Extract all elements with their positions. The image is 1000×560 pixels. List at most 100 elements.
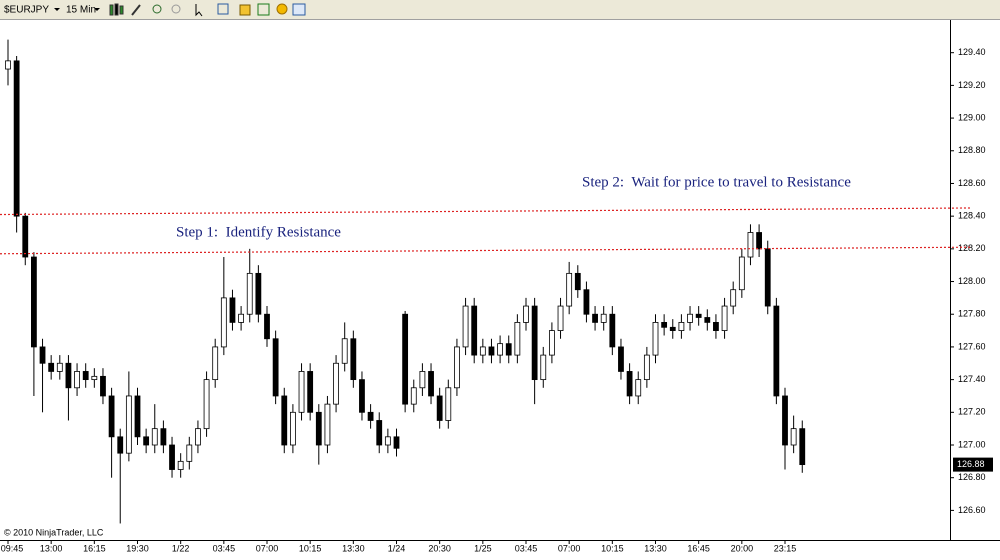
candle-body [186,444,193,462]
candle-body [91,375,98,381]
candle-body [212,346,219,381]
candle-body [618,346,624,372]
candle-body [117,436,124,454]
interval[interactable]: 15 Min [66,5,96,16]
candle-body [531,305,538,381]
candle-body [799,428,806,466]
x-tick-label: 1/22 [172,543,190,553]
credit: © 2010 NinjaTrader, LLC [4,527,104,537]
candle-body [661,322,668,328]
candle-body [315,411,322,446]
candle-body [65,362,72,389]
instrument[interactable]: $EURJPY [4,5,49,16]
x-tick-label: 13:00 [40,543,63,553]
candle-body [22,215,29,258]
candle-body [704,317,711,323]
candle-body [281,395,288,446]
resistance-line [0,207,971,216]
y-tick-label: 127.00 [958,439,986,449]
candle-body [747,232,754,258]
x-tick-label: 03:45 [515,543,538,553]
candle-body [643,354,650,381]
candle-body [384,436,391,446]
candle-body [48,362,55,372]
candle-body [402,313,409,405]
candle-body [609,313,616,348]
toolbar-icons[interactable] [109,3,306,17]
x-tick-label: 16:45 [687,543,710,553]
x-tick-label: 16:15 [83,543,106,553]
candle-body [419,371,426,389]
candle-body [151,428,158,446]
candle-body [773,305,780,397]
candle-body [298,371,305,413]
candle-body [56,362,63,372]
candle-body [471,305,478,356]
candle-body [39,346,46,364]
candle-body [479,346,486,356]
candle-body [220,297,227,348]
x-tick-label: 1/25 [474,543,492,553]
candle-body [264,313,270,340]
candle-body [350,338,357,381]
candle-body [462,305,469,348]
candle-body [652,322,659,356]
candle-body [333,362,339,405]
y-tick-label: 127.80 [958,309,986,319]
candle-body [514,322,521,356]
candle-body [367,411,374,421]
candle-body [160,428,167,446]
candle-body [600,313,607,323]
y-tick-label: 127.40 [958,374,986,384]
y-tick-label: 128.20 [958,243,986,253]
candle-body [454,346,460,389]
dropdown-arrow[interactable] [94,8,100,11]
candle-body [393,436,400,449]
candle-body [626,371,633,397]
x-tick-label: 1/24 [388,543,406,553]
candle-body [169,444,175,470]
candle-body [523,305,529,323]
x-tick-label: 13:30 [342,543,365,553]
candle-body [203,379,210,430]
candle-body [540,354,547,381]
annotation: Step 1: Identify Resistance [176,224,341,240]
candle-body [428,371,434,397]
y-tick-label: 129.40 [958,47,986,57]
candle-body [74,371,80,389]
candle-body [566,272,573,307]
candle-body [678,322,685,331]
candle-body [436,395,443,421]
candle-body [359,379,365,413]
candle-body [557,305,564,331]
candle-body [790,428,797,446]
candle-body [410,387,417,405]
x-tick-label: 13:30 [644,543,667,553]
y-tick-label: 127.20 [958,407,986,417]
x-tick-label: 10:15 [601,543,624,553]
annotation: Step 2: Wait for price to travel to Resi… [582,174,851,190]
candle-body [687,313,693,323]
candle-body [782,395,788,446]
candle-body [376,420,383,446]
candle-body [635,379,642,397]
dropdown-arrow[interactable] [54,8,60,11]
y-tick-label: 129.20 [958,80,986,90]
last-price-box [953,457,993,472]
x-tick-label: 03:45 [213,543,236,553]
candle-body [255,272,262,315]
candle-body [738,256,745,291]
last-price-label: 126.88 [957,459,985,469]
candle-body [289,411,296,446]
candle-body [100,375,106,397]
y-tick-label: 126.80 [958,472,986,482]
candle-body [307,371,314,413]
y-tick-label: 128.00 [958,276,986,286]
candle-body [695,313,702,318]
candle-body [246,272,253,315]
candle-body [134,395,141,438]
candle-body [108,395,115,438]
candle-body [505,343,512,356]
candle-body [324,403,331,446]
candle-body [177,460,184,470]
